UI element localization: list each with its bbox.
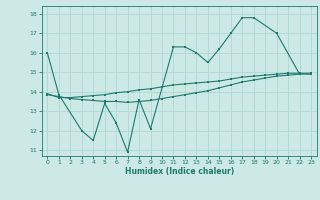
X-axis label: Humidex (Indice chaleur): Humidex (Indice chaleur) xyxy=(124,167,234,176)
